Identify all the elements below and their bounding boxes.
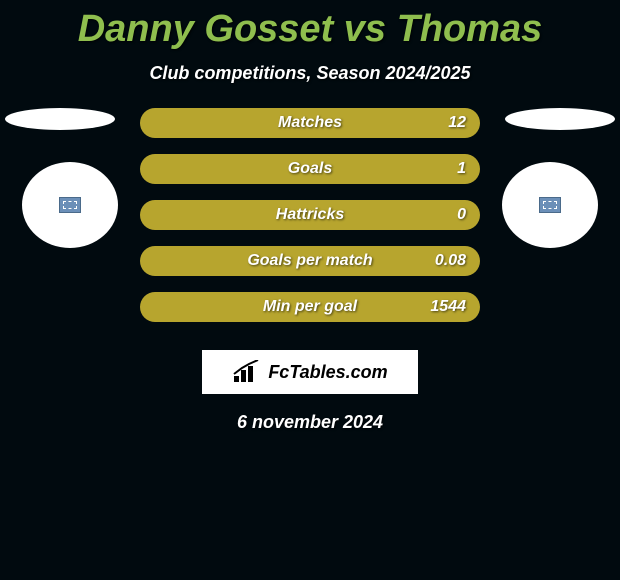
- page-title: Danny Gosset vs Thomas: [0, 0, 620, 51]
- stat-bar-value: 12: [448, 114, 466, 132]
- flag-right: [505, 108, 615, 130]
- stat-bar: Matches 12: [140, 108, 480, 138]
- logo-chart-icon: [232, 360, 264, 384]
- content-area: Matches 12 Goals 1 Hattricks 0 Goals per match…: [0, 108, 620, 322]
- logo-box: FcTables.com: [202, 350, 418, 394]
- stat-bar-label: Min per goal: [263, 298, 357, 316]
- badge-right: [502, 162, 598, 248]
- stat-bar-label: Matches: [278, 114, 342, 132]
- stat-bars: Matches 12 Goals 1 Hattricks 0 Goals per match…: [140, 108, 480, 322]
- page-subtitle: Club competitions, Season 2024/2025: [0, 63, 620, 84]
- badge-left-icon: [59, 197, 81, 213]
- badge-right-icon: [539, 197, 561, 213]
- stat-bar-label: Goals per match: [247, 252, 372, 270]
- stat-bar: Min per goal 1544: [140, 292, 480, 322]
- stat-bar: Goals 1: [140, 154, 480, 184]
- stat-bar-value: 0.08: [435, 252, 466, 270]
- stat-bar: Goals per match 0.08: [140, 246, 480, 276]
- stat-bar-label: Hattricks: [276, 206, 344, 224]
- logo-text: FcTables.com: [268, 362, 387, 383]
- badge-left: [22, 162, 118, 248]
- stat-bar-value: 1: [457, 160, 466, 178]
- stat-bar-value: 1544: [430, 298, 466, 316]
- stat-bar-label: Goals: [288, 160, 332, 178]
- stat-bar-value: 0: [457, 206, 466, 224]
- date-text: 6 november 2024: [0, 412, 620, 433]
- stat-bar: Hattricks 0: [140, 200, 480, 230]
- flag-left: [5, 108, 115, 130]
